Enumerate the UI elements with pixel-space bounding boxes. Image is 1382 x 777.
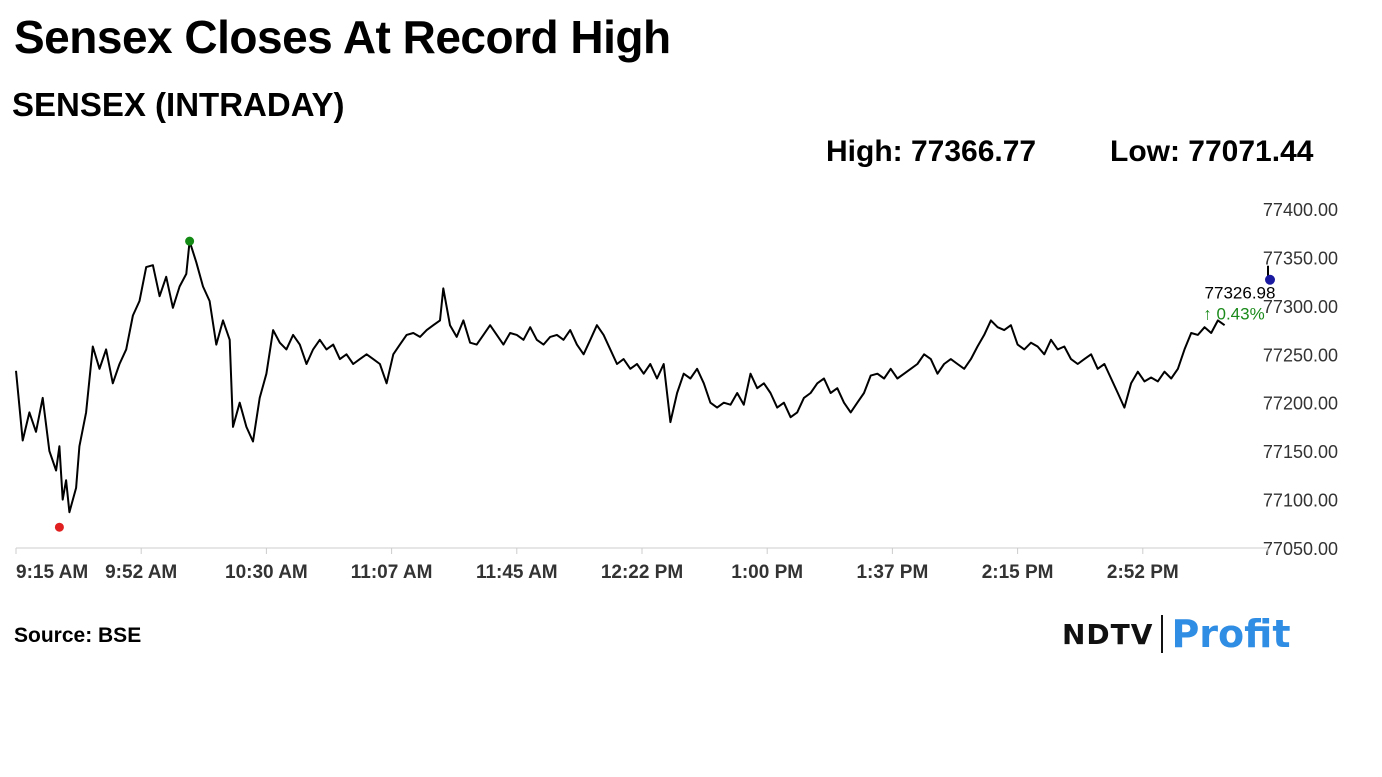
last-value-marker xyxy=(1265,274,1275,285)
x-tick-label: 9:52 AM xyxy=(105,562,177,583)
logo-ndtv-text: NDTV xyxy=(1062,617,1154,651)
chart-title: SENSEX (INTRADAY) xyxy=(12,86,345,123)
x-tick-label: 10:30 AM xyxy=(225,562,308,583)
last-change-label: ↑ 0.43% xyxy=(1203,305,1264,324)
sensex-series-line xyxy=(15,240,1226,514)
y-tick-label: 77100.00 xyxy=(1263,491,1338,511)
x-tick-label: 1:37 PM xyxy=(856,562,928,583)
high-stat: High: 77366.77 xyxy=(826,135,1037,168)
y-tick-label: 77400.00 xyxy=(1263,200,1338,220)
x-tick-label: 9:15 AM xyxy=(16,562,88,583)
x-tick-label: 1:00 PM xyxy=(731,562,803,583)
x-tick-label: 11:07 AM xyxy=(351,562,433,583)
y-tick-label: 77300.00 xyxy=(1263,297,1338,317)
intraday-line-chart: 77400.00 77350.00 77300.00 77250.00 77200.00… xyxy=(15,200,1338,583)
y-tick-label: 77250.00 xyxy=(1263,345,1338,365)
x-tick-label: 11:45 AM xyxy=(476,562,558,583)
x-tick-label: 2:15 PM xyxy=(982,562,1054,583)
ndtv-profit-logo: NDTV Profit xyxy=(1062,612,1290,656)
high-marker xyxy=(185,236,195,246)
source-note: Source: BSE xyxy=(14,624,142,647)
logo-profit-text: Profit xyxy=(1171,612,1291,656)
y-tick-label: 77050.00 xyxy=(1263,539,1338,559)
last-value-label: 77326.98 xyxy=(1205,284,1276,303)
low-stat: Low: 77071.44 xyxy=(1110,135,1314,168)
x-tick-label: 2:52 PM xyxy=(1107,562,1179,583)
x-tick-label: 12:22 PM xyxy=(601,562,683,583)
y-tick-label: 77350.00 xyxy=(1263,248,1338,268)
y-tick-label: 77150.00 xyxy=(1263,442,1338,462)
headline: Sensex Closes At Record High xyxy=(14,11,671,63)
marker-layer: 77326.98 ↑ 0.43% xyxy=(54,236,1276,532)
axis-layer: 77400.00 77350.00 77300.00 77250.00 77200.00… xyxy=(15,200,1338,583)
series-layer xyxy=(15,240,1226,514)
low-marker xyxy=(54,522,64,532)
logo-divider xyxy=(1161,615,1164,653)
y-tick-label: 77200.00 xyxy=(1263,394,1338,414)
